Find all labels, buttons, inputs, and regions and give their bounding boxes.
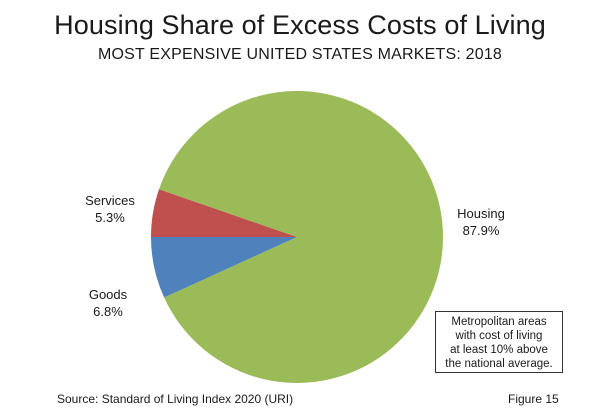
annotation-line: with cost of living [455, 330, 543, 342]
chart-title: Housing Share of Excess Costs of Living [54, 10, 546, 40]
services-name: Services [85, 193, 135, 208]
goods-value: 6.8% [93, 304, 123, 319]
annotation-line: Metropolitan areas [451, 316, 547, 328]
housing-value: 87.9% [462, 223, 500, 238]
figure-number: Figure 15 [508, 392, 559, 406]
annotation-line: at least 10% above [450, 344, 548, 356]
pie-slice-services [151, 189, 297, 237]
annotation-line: the national average. [445, 358, 553, 370]
services-value: 5.3% [95, 210, 125, 225]
slice-label-goods: Goods 6.8% [68, 286, 148, 320]
slice-label-services: Services 5.3% [70, 192, 150, 226]
annotation-box: Metropolitan areas with cost of living a… [435, 311, 563, 373]
chart-subtitle: MOST EXPENSIVE UNITED STATES MARKETS: 20… [97, 46, 503, 63]
housing-name: Housing [457, 206, 505, 221]
pie-slice-housing [159, 91, 443, 384]
slice-label-housing: Housing 87.9% [441, 205, 521, 239]
source-note: Source: Standard of Living Index 2020 (U… [57, 392, 294, 406]
pie-slice-goods [151, 237, 297, 298]
goods-name: Goods [88, 287, 128, 302]
